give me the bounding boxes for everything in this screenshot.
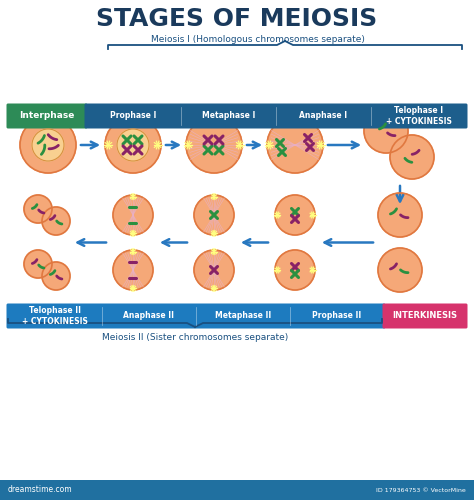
Circle shape: [186, 117, 242, 173]
Text: Metaphase II: Metaphase II: [215, 312, 271, 320]
Text: Anaphase II: Anaphase II: [124, 312, 174, 320]
Circle shape: [20, 117, 76, 173]
Text: Telophase II
+ CYTOKINESIS: Telophase II + CYTOKINESIS: [22, 306, 88, 326]
Circle shape: [275, 250, 315, 290]
Text: INTERKINESIS: INTERKINESIS: [392, 312, 457, 320]
FancyBboxPatch shape: [383, 304, 467, 328]
Text: dreamstime.com: dreamstime.com: [8, 486, 73, 494]
Circle shape: [390, 135, 434, 179]
Circle shape: [24, 195, 52, 223]
Circle shape: [364, 109, 408, 153]
Circle shape: [105, 117, 161, 173]
Circle shape: [194, 195, 234, 235]
Text: Metaphase I: Metaphase I: [202, 112, 255, 120]
Text: Prophase II: Prophase II: [312, 312, 362, 320]
FancyBboxPatch shape: [84, 104, 467, 128]
Text: Anaphase I: Anaphase I: [300, 112, 347, 120]
Circle shape: [378, 248, 422, 292]
Circle shape: [42, 207, 70, 235]
Circle shape: [42, 262, 70, 290]
FancyBboxPatch shape: [7, 304, 385, 328]
Text: Interphase: Interphase: [19, 112, 75, 120]
Bar: [0, 480, 474, 500]
Circle shape: [378, 193, 422, 237]
Text: STAGES OF MEIOSIS: STAGES OF MEIOSIS: [96, 7, 378, 31]
Circle shape: [117, 129, 149, 161]
Circle shape: [32, 129, 64, 161]
Text: Meiosis II (Sister chromosomes separate): Meiosis II (Sister chromosomes separate): [102, 334, 288, 342]
Circle shape: [267, 117, 323, 173]
Text: Telophase I
+ CYTOKINESIS: Telophase I + CYTOKINESIS: [385, 106, 451, 126]
Text: ID 179364753 © VectorMine: ID 179364753 © VectorMine: [376, 488, 466, 492]
Circle shape: [275, 195, 315, 235]
Circle shape: [24, 250, 52, 278]
FancyBboxPatch shape: [7, 104, 88, 128]
Text: Meiosis I (Homologous chromosomes separate): Meiosis I (Homologous chromosomes separa…: [151, 34, 365, 43]
Circle shape: [113, 250, 153, 290]
Circle shape: [113, 195, 153, 235]
Circle shape: [194, 250, 234, 290]
Text: Prophase I: Prophase I: [110, 112, 157, 120]
